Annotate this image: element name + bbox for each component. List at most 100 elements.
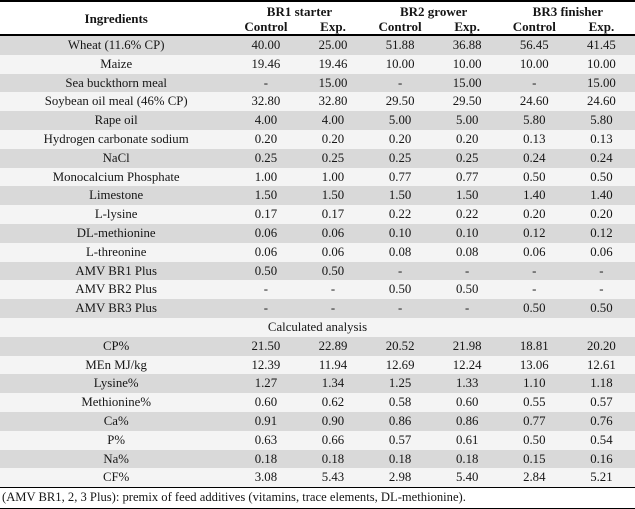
table-cell: 0.20 [321,131,345,146]
table-cell: 0.17 [254,207,278,222]
table-cell: 0.20 [523,207,546,222]
row-label: AMV BR2 Plus [75,282,157,297]
table-row: Hydrogen carbonate sodium 0.20 0.20 0.20 0.2… [0,129,635,149]
table-cell: 0.60 [254,395,278,410]
table-cell: 0.20 [455,131,479,146]
table-cell: 0.50 [254,263,278,278]
table-cell: 1.10 [523,376,546,391]
table-cell: 0.57 [388,432,412,447]
table-cell: 22.89 [318,338,348,353]
table-cell: 20.20 [587,338,616,353]
table-cell: 10.00 [385,56,415,71]
row-label: Soybean oil meal (46% CP) [44,94,188,109]
table-cell: 5.40 [455,470,479,485]
table-cell: 0.24 [523,150,546,165]
row-label: L-threonine [85,244,147,259]
table-cell: 1.27 [254,376,278,391]
table-cell: 0.50 [590,169,613,184]
table-cell: 0.22 [388,207,412,222]
table-cell: 1.33 [455,376,479,391]
table-cell: 0.90 [321,413,345,428]
table-cell: 4.00 [254,113,278,128]
table-cell: 0.08 [455,244,479,259]
table-cell: 3.08 [254,470,278,485]
table-cell: 19.46 [251,56,281,71]
table-cell: 21.98 [452,338,482,353]
table-cell: 0.18 [254,451,278,466]
table-row: Wheat (11.6% CP) 40.00 25.00 51.88 36.88 56.4… [0,35,635,55]
row-label: NaCl [102,150,130,165]
row-label: Wheat (11.6% CP) [67,38,165,52]
table-row: CF% 3.08 5.43 2.98 5.40 2.84 5.21 [0,468,635,488]
table-row: Lysine% 1.27 1.34 1.25 1.33 1.10 1.18 [0,374,635,394]
table-cell: - [397,75,403,90]
table-cell: 0.60 [455,395,479,410]
table-cell: 0.06 [321,225,345,240]
table-row: Methionine% 0.60 0.62 0.58 0.60 0.55 0.57 [0,393,635,412]
table-cell: - [599,282,604,297]
table-cell: 36.88 [452,38,482,52]
table-row: DL-methionine 0.06 0.06 0.10 0.10 0.12 0.12 [0,223,635,243]
table-row: CP% 21.50 22.89 20.52 21.98 18.81 20.20 [0,336,635,356]
table-cell: 18.81 [519,338,549,353]
table-cell: 10.00 [519,56,549,71]
table-cell: 5.21 [590,470,613,485]
group-header-br3-finisher: BR3 finisher [500,1,635,19]
row-label: Monocalcium Phosphate [52,169,180,184]
table-cell: 0.10 [388,225,412,240]
table-cell: 0.25 [388,150,412,165]
table-cell: 0.50 [590,301,613,316]
table-cell: 24.60 [587,94,616,109]
row-label: Lysine% [93,376,139,391]
table-cell: 0.25 [455,150,479,165]
table-cell: - [532,263,537,278]
table-cell: 5.80 [523,113,546,128]
table-cell: 0.17 [321,207,345,222]
table-row: Sea buckthorn meal - 15.00 - 15.00 - 15.00 [0,73,635,93]
table-cell: - [397,263,403,278]
table-cell: 0.10 [455,225,479,240]
table-cell: 32.80 [251,94,281,109]
table-cell: 0.12 [523,225,546,240]
table-cell: 0.22 [455,207,479,222]
table-cell: 41.45 [587,38,616,52]
table-cell: 51.88 [385,38,415,52]
table-cell: 0.20 [388,131,412,146]
table-cell: 0.91 [254,413,278,428]
table-cell: 0.12 [590,225,613,240]
row-label: MEn MJ/kg [85,357,147,372]
sub-header-exp-5: Exp. [567,19,635,35]
table-body: Wheat (11.6% CP) 40.00 25.00 51.88 36.88 56.4… [0,35,635,488]
table-cell: 1.50 [321,188,345,203]
table-cell: 29.50 [385,94,415,109]
table-cell: 0.50 [523,301,546,316]
table-cell: - [330,282,336,297]
ingredients-column-header: Ingredients [0,1,233,35]
table-cell: 1.50 [254,188,278,203]
table-cell: - [465,263,470,278]
table-footnote: (AMV BR1, 2, 3 Plus): premix of feed add… [0,488,635,509]
table-cell: 0.50 [455,282,479,297]
table-cell: 15.00 [587,75,616,90]
row-label: Hydrogen carbonate sodium [43,131,189,146]
table-cell: 12.69 [385,357,415,372]
table-cell: 32.80 [318,94,348,109]
row-label: AMV BR1 Plus [75,263,157,278]
table-cell: 0.18 [455,451,479,466]
row-label: L-lysine [94,207,138,222]
table-cell: 0.58 [388,395,412,410]
table-cell: 0.08 [388,244,412,259]
table-cell: 0.50 [523,432,546,447]
sub-header-exp-1: Exp. [299,19,367,35]
group-header-br2-grower: BR2 grower [366,1,501,19]
table-cell: 0.86 [388,413,412,428]
table-row: AMV BR2 Plus - - 0.50 0.50 - - [0,280,635,300]
row-label: AMV BR3 Plus [75,301,157,316]
table-cell: 0.18 [388,451,412,466]
feed-composition-table: Ingredients BR1 starter BR2 grower BR3 f… [0,0,635,489]
table-cell: 1.18 [590,376,613,391]
table-row: L-lysine 0.17 0.17 0.22 0.22 0.20 0.20 [0,205,635,224]
table-cell: 0.54 [590,432,613,447]
table-cell: 1.40 [590,188,613,203]
